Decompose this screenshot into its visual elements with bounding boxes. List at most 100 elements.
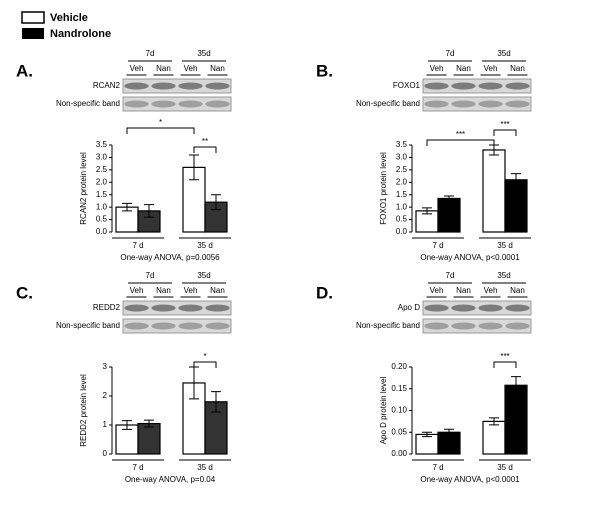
- y-tick-label: 3.5: [96, 140, 108, 149]
- significance-bracket: [126, 127, 195, 134]
- blot-band: [451, 100, 476, 108]
- significance-bracket: [493, 129, 517, 136]
- error-bar: [511, 173, 521, 187]
- blot-group-label: 7d: [446, 49, 455, 58]
- legend-swatch: [22, 28, 44, 39]
- y-tick-label: 0.5: [96, 215, 108, 224]
- blot-band: [124, 304, 149, 312]
- blot-band: [451, 82, 476, 90]
- blot-band: [205, 82, 230, 90]
- blot-band: [151, 100, 176, 108]
- blot-band: [205, 100, 230, 108]
- y-tick-label: 3.0: [396, 153, 408, 162]
- blot-group-label: 7d: [146, 271, 155, 280]
- blot-strip: [122, 96, 232, 112]
- blot-label: Non-specific band: [356, 321, 420, 330]
- y-tick-label: 0.0: [396, 227, 408, 236]
- blot-band: [124, 82, 149, 90]
- blot-band: [424, 82, 449, 90]
- blot-lane-label: Veh: [430, 64, 444, 73]
- significance-bracket: [426, 139, 495, 146]
- blot-label: Non-specific band: [56, 99, 120, 108]
- blot-band: [151, 304, 176, 312]
- error-bar: [144, 419, 154, 428]
- blot-band: [424, 304, 449, 312]
- blot-band: [424, 100, 449, 108]
- blot-group-label: 7d: [446, 271, 455, 280]
- blot-lane-label: Veh: [130, 286, 144, 295]
- error-bar: [444, 428, 454, 436]
- blot-label: RCAN2: [93, 81, 121, 90]
- y-tick-label: 1: [103, 420, 108, 429]
- y-tick-label: 0.15: [391, 384, 407, 393]
- x-tick-label: 35 d: [497, 463, 513, 472]
- blot-lane-label: Nan: [456, 286, 471, 295]
- blot-band: [505, 322, 530, 330]
- blot-band: [505, 82, 530, 90]
- blot-band: [124, 100, 149, 108]
- bar: [504, 384, 528, 455]
- y-axis-label: FOXO1 protein level: [379, 152, 388, 225]
- blot-label: REDD2: [93, 303, 121, 312]
- error-bar: [511, 376, 521, 395]
- blot-group-label: 35d: [497, 49, 510, 58]
- y-tick-label: 3.0: [96, 153, 108, 162]
- blot-band: [478, 304, 503, 312]
- panel: C. 7d 35d Veh Nan Veh Nan REDD2 Non-specific ban…: [16, 271, 232, 484]
- blot-band: [178, 82, 203, 90]
- significance-label: ***: [500, 352, 509, 361]
- blot-band: [478, 322, 503, 330]
- blot-band: [151, 82, 176, 90]
- blot-group-label: 35d: [497, 271, 510, 280]
- y-tick-label: 3.5: [396, 140, 408, 149]
- bar: [415, 433, 439, 455]
- legend-label: Vehicle: [50, 12, 88, 24]
- error-bar: [122, 420, 132, 430]
- blot-band: [505, 304, 530, 312]
- blot-group-label: 35d: [197, 49, 210, 58]
- bar: [137, 422, 161, 455]
- blot-label: Non-specific band: [356, 99, 420, 108]
- x-tick-label: 35 d: [197, 463, 213, 472]
- legend-label: Nandrolone: [50, 28, 111, 40]
- blot-band: [205, 304, 230, 312]
- significance-label: **: [202, 137, 208, 146]
- blot-lane-label: Veh: [430, 286, 444, 295]
- significance-label: ***: [456, 130, 465, 139]
- blot-band: [424, 322, 449, 330]
- blot-label: Apo D: [398, 303, 420, 312]
- y-tick-label: 0.00: [391, 449, 407, 458]
- significance-bracket: [493, 361, 517, 368]
- blot-band: [505, 100, 530, 108]
- panel: B. 7d 35d Veh Nan Veh Nan FOXO1 Non-specific ban…: [316, 49, 532, 262]
- significance-bracket: [193, 361, 217, 368]
- error-bar: [489, 417, 499, 426]
- y-tick-label: 3: [103, 362, 108, 371]
- error-bar: [211, 391, 221, 413]
- blot-lane-label: Veh: [184, 64, 198, 73]
- blot-lane-label: Veh: [484, 64, 498, 73]
- blot-band: [451, 304, 476, 312]
- blot-band: [178, 304, 203, 312]
- significance-label: *: [203, 352, 206, 361]
- blot-group-label: 35d: [197, 271, 210, 280]
- error-bar: [211, 194, 221, 211]
- blot-band: [205, 322, 230, 330]
- legend-swatch: [21, 11, 45, 24]
- significance-label: ***: [500, 120, 509, 129]
- blot-lane-label: Nan: [156, 286, 171, 295]
- bar: [482, 420, 506, 455]
- blot-strip: [122, 78, 232, 94]
- y-tick-label: 2.5: [396, 165, 408, 174]
- anova-note: One-way ANOVA, p<0.0001: [420, 475, 520, 484]
- blot-band: [178, 100, 203, 108]
- error-bar: [422, 207, 432, 215]
- significance-label: *: [159, 118, 162, 127]
- blot-strip: [122, 318, 232, 334]
- blot-lane-label: Nan: [210, 286, 225, 295]
- error-bar: [422, 431, 432, 438]
- panel-label: B.: [316, 61, 333, 80]
- panel-label: D.: [316, 283, 333, 302]
- y-tick-label: 2.5: [96, 165, 108, 174]
